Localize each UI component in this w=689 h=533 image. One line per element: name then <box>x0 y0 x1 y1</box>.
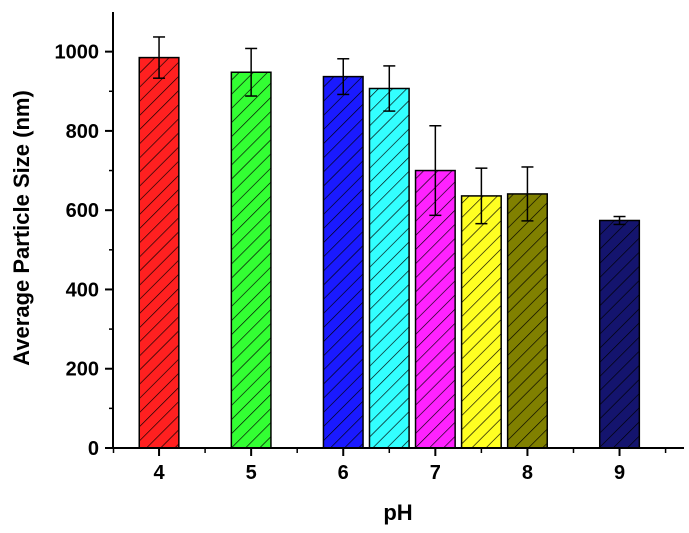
bar-1 <box>230 71 272 449</box>
y-tick-label-0: 0 <box>88 438 99 460</box>
x-tick-label-2: 6 <box>338 462 349 484</box>
bar-5 <box>460 195 502 449</box>
x-axis-title: pH <box>383 500 412 525</box>
y-tick-label-1: 200 <box>66 359 99 381</box>
bar-2 <box>322 75 364 449</box>
bar-4 <box>414 169 456 449</box>
x-tick-label-0: 4 <box>153 462 165 484</box>
x-tick-label-4: 8 <box>522 462 533 484</box>
x-tick-label-1: 5 <box>246 462 257 484</box>
bar-0 <box>138 56 180 449</box>
y-tick-label-2: 400 <box>66 279 99 301</box>
y-axis-title: Average Particle Size (nm) <box>9 90 34 366</box>
x-tick-label-5: 9 <box>614 462 625 484</box>
y-tick-label-5: 1000 <box>55 42 100 64</box>
bar-7 <box>598 219 641 449</box>
y-tick-label-4: 800 <box>66 121 99 143</box>
bar-3 <box>368 87 410 449</box>
bar-6 <box>506 193 548 449</box>
y-tick-label-3: 600 <box>66 200 99 222</box>
x-tick-label-3: 7 <box>430 462 441 484</box>
